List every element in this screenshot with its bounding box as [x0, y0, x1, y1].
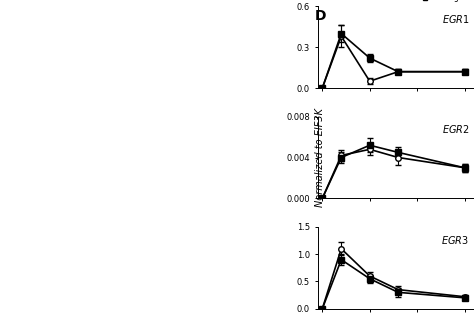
- Text: $\it{EGR1}$: $\it{EGR1}$: [442, 13, 469, 25]
- Text: $\it{EGR2}$: $\it{EGR2}$: [442, 123, 469, 135]
- Text: Normalized to EIF3K: Normalized to EIF3K: [315, 108, 325, 207]
- Legend: Effector, Anergic: Effector, Anergic: [417, 0, 470, 5]
- Text: D: D: [315, 9, 327, 23]
- Text: $\it{EGR3}$: $\it{EGR3}$: [441, 233, 469, 245]
